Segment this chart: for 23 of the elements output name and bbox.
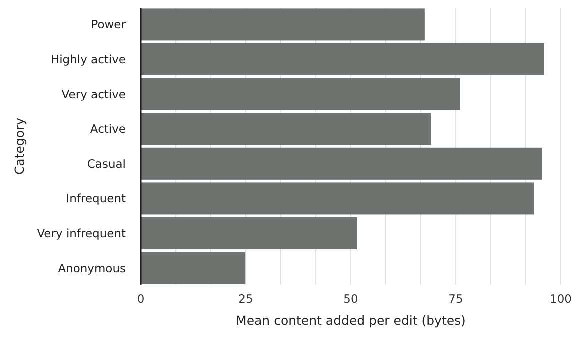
- x-tick-label: 0: [137, 292, 145, 306]
- y-tick-label: Infrequent: [66, 192, 126, 206]
- x-tick-label: 50: [344, 292, 358, 306]
- bar: [141, 182, 534, 215]
- bar: [141, 113, 432, 146]
- bar: [141, 43, 544, 76]
- bar: [141, 8, 425, 41]
- y-tick-label: Highly active: [50, 52, 126, 67]
- y-tick-label: Casual: [87, 156, 126, 171]
- y-tick-label: Very active: [62, 87, 126, 102]
- y-tick-label: Anonymous: [58, 261, 126, 276]
- bar: [141, 252, 246, 284]
- x-tick-label: 25: [238, 292, 254, 306]
- bar: [141, 78, 460, 110]
- y-tick-label: Power: [91, 18, 126, 32]
- y-axis-title: Category: [12, 117, 27, 176]
- bar: [141, 217, 358, 250]
- y-tick-label: Active: [90, 122, 126, 136]
- x-tick-label: 100: [550, 292, 572, 306]
- y-tick-label: Very infrequent: [37, 226, 126, 241]
- bar: [141, 148, 543, 180]
- x-axis-title: Mean content added per edit (bytes): [236, 313, 466, 328]
- x-tick-label: 75: [448, 292, 464, 306]
